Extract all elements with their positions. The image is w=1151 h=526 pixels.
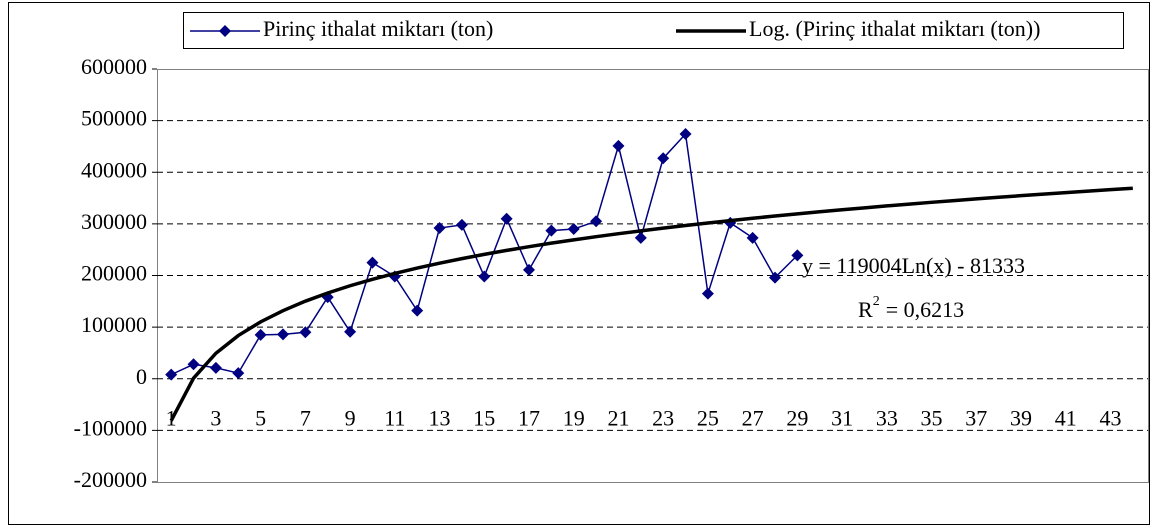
y-tick-label: 400000 [81, 157, 147, 182]
marker [232, 367, 245, 380]
x-tick-label: 21 [607, 405, 629, 430]
x-tick-label: 3 [210, 405, 221, 430]
trend-line [169, 186, 1133, 422]
marker [209, 361, 222, 374]
x-tick-label: 37 [965, 405, 987, 430]
x-tick-label: 15 [473, 405, 495, 430]
marker [500, 212, 513, 225]
y-tick-label: 200000 [81, 261, 147, 286]
marker [344, 325, 357, 338]
marker [455, 218, 468, 231]
marker [299, 326, 312, 339]
marker [612, 139, 625, 152]
y-tick-label: -100000 [74, 415, 147, 440]
y-tick-label: 500000 [81, 106, 147, 131]
marker [634, 231, 647, 244]
marker [277, 328, 289, 341]
legend-marker [219, 25, 231, 37]
marker [679, 128, 692, 141]
marker [411, 304, 424, 317]
x-tick-label: 23 [652, 405, 674, 430]
marker [567, 223, 580, 236]
r-squared-value: = 0,6213 [886, 297, 964, 322]
marker [746, 231, 759, 244]
x-tick-label: 19 [563, 405, 585, 430]
y-tick-label: 0 [136, 364, 147, 389]
marker [701, 287, 714, 300]
marker [545, 224, 558, 237]
x-tick-label: 43 [1099, 405, 1121, 430]
marker [433, 222, 446, 235]
x-tick-label: 17 [518, 405, 540, 430]
x-tick-label: 41 [1055, 405, 1077, 430]
legend-label: Pirinç ithalat miktarı (ton) [263, 16, 493, 41]
x-tick-label: 33 [876, 405, 898, 430]
legend-label: Log. (Pirinç ithalat miktarı (ton)) [749, 16, 1040, 41]
r-squared-sup: 2 [873, 294, 880, 309]
x-tick-label: 27 [742, 405, 764, 430]
x-tick-label: 13 [429, 405, 451, 430]
x-tick-label: 35 [921, 405, 943, 430]
marker [769, 271, 781, 284]
x-tick-label: 25 [697, 405, 719, 430]
x-tick-label: 39 [1010, 405, 1032, 430]
marker [590, 215, 603, 228]
marker [478, 270, 491, 283]
legend-box [183, 12, 1124, 49]
marker [657, 152, 670, 165]
r-squared: R2 = 0,6213 [858, 294, 964, 322]
marker [791, 249, 804, 262]
marker [187, 358, 200, 371]
x-tick-label: 29 [786, 405, 808, 430]
y-tick-label: 100000 [81, 312, 147, 337]
marker [366, 256, 379, 269]
trend-equation: y = 119004Ln(x) - 81333 [802, 253, 1025, 278]
x-tick-label: 9 [345, 405, 356, 430]
marker [523, 263, 535, 276]
x-tick-label: 11 [384, 405, 405, 430]
r-squared-base: R [858, 297, 873, 322]
x-tick-label: 7 [300, 405, 311, 430]
marker [254, 328, 267, 341]
marker [165, 368, 178, 381]
x-tick-label: 5 [255, 405, 266, 430]
y-tick-label: -200000 [74, 467, 147, 492]
x-tick-label: 31 [831, 405, 853, 430]
y-tick-label: 600000 [81, 54, 147, 79]
y-tick-label: 300000 [81, 209, 147, 234]
